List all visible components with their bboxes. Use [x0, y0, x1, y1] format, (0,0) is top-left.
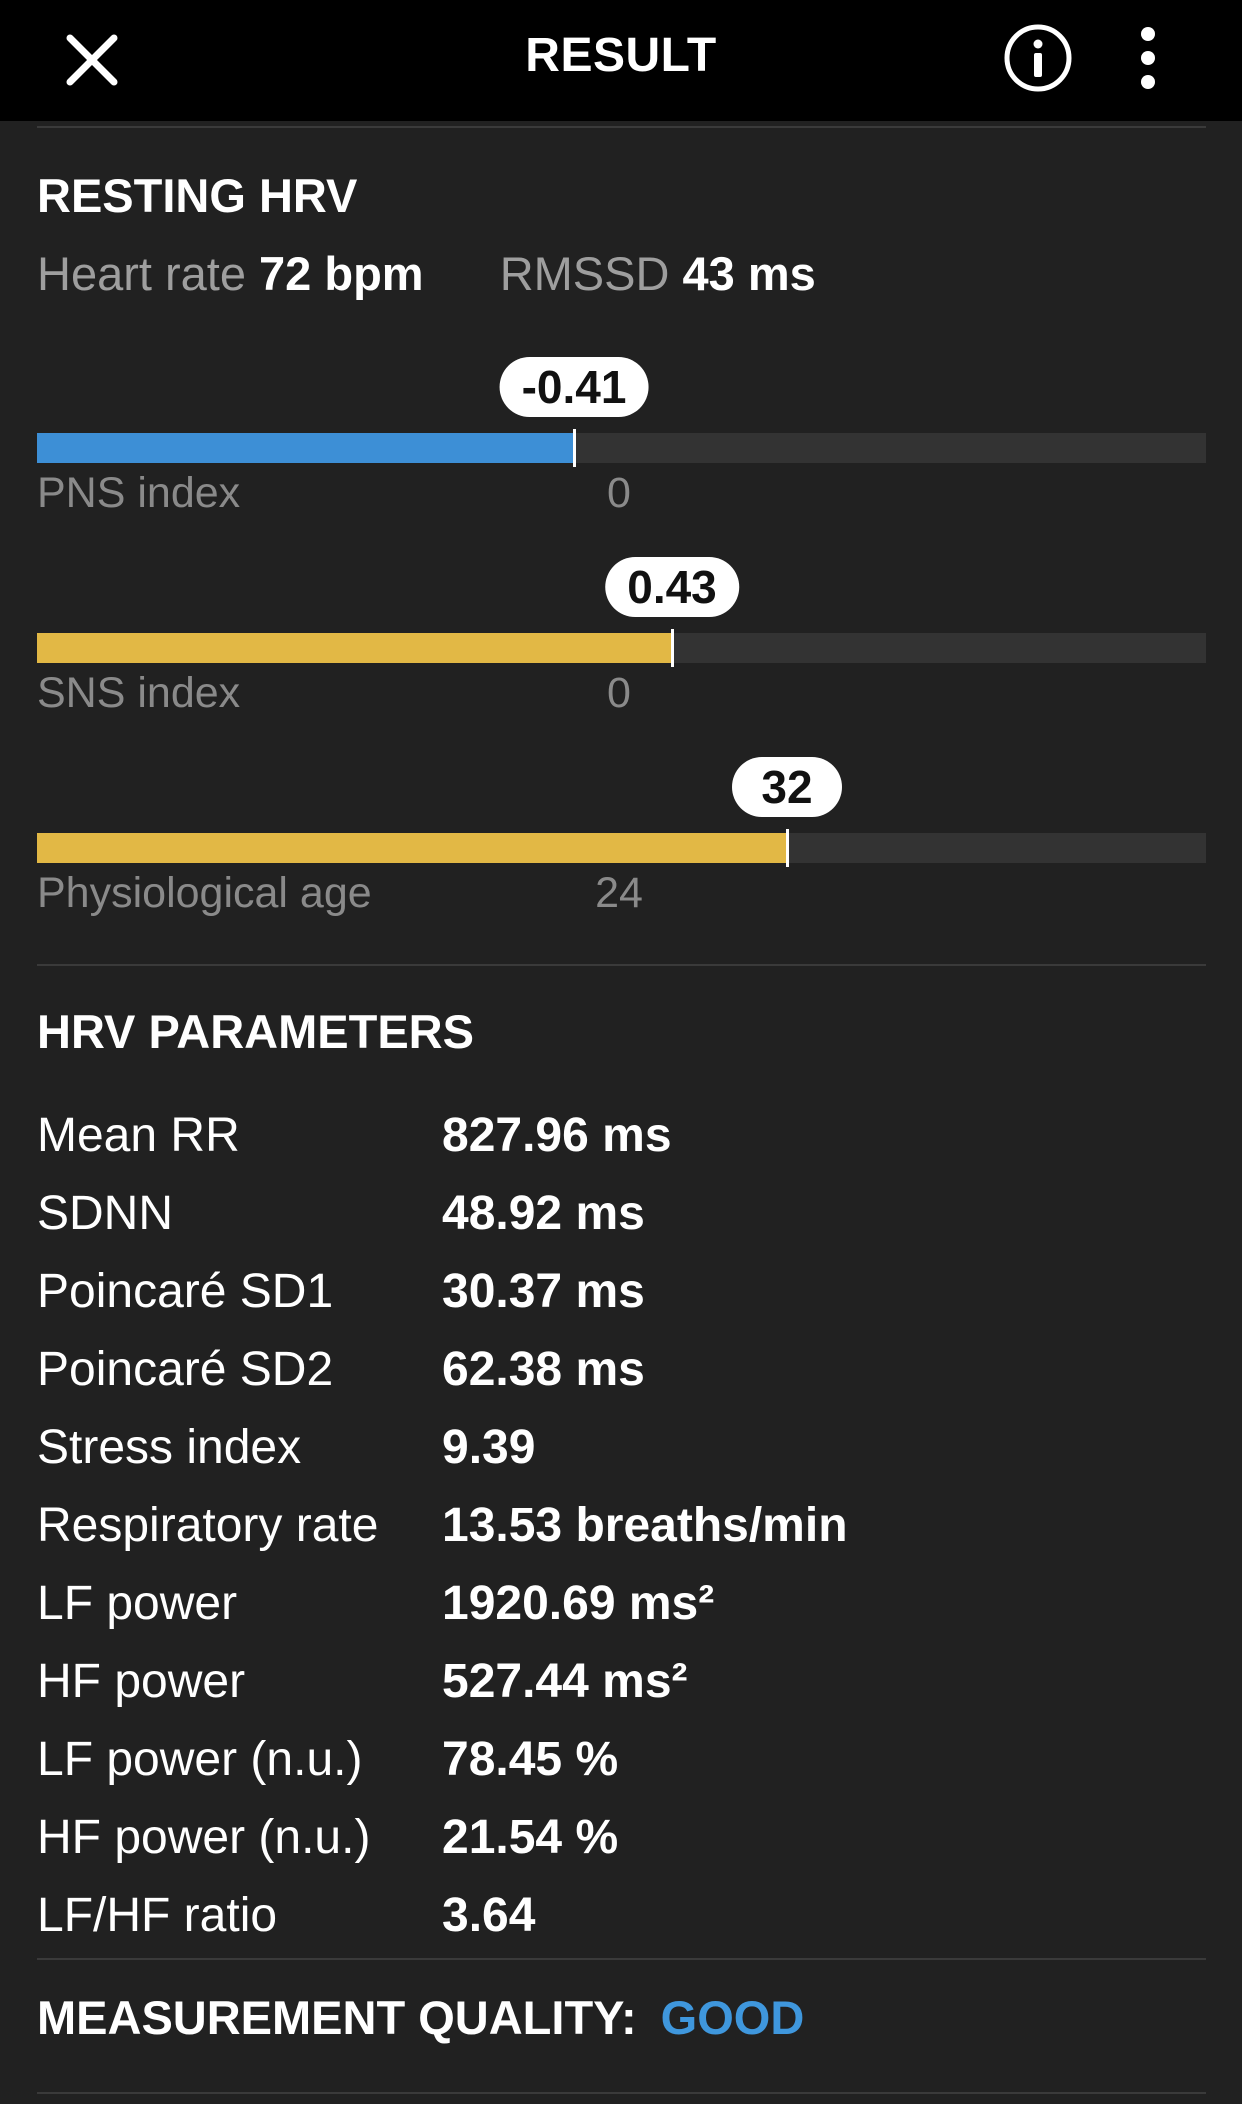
- param-value: 527.44 ms²: [442, 1654, 688, 1708]
- more-vert-icon: [1141, 27, 1155, 89]
- close-icon: [66, 34, 118, 86]
- gauge-label: Physiological age: [37, 869, 372, 917]
- info-button[interactable]: [998, 18, 1078, 98]
- heart-rate-label: Heart rate: [37, 247, 246, 300]
- measurement-quality: MEASUREMENT QUALITY: GOOD: [37, 1990, 804, 2045]
- app-bar: RESULT: [0, 0, 1242, 121]
- bottom-divider: [37, 2092, 1206, 2094]
- top-divider: [37, 126, 1206, 128]
- quality-label: MEASUREMENT QUALITY:: [37, 1991, 637, 2044]
- param-row: Stress index 9.39: [37, 1408, 848, 1486]
- param-row: SDNN 48.92 ms: [37, 1174, 848, 1252]
- section-divider: [37, 964, 1206, 966]
- resting-hrv-title: RESTING HRV: [37, 169, 358, 222]
- param-value: 13.53 breaths/min: [442, 1498, 848, 1552]
- section-divider: [37, 1958, 1206, 1960]
- param-row: Mean RR 827.96 ms: [37, 1096, 848, 1174]
- rmssd-value: 43 ms: [682, 247, 816, 300]
- param-name: Poincaré SD2: [37, 1342, 334, 1396]
- more-options-button[interactable]: [1108, 18, 1188, 98]
- param-value: 62.38 ms: [442, 1342, 645, 1396]
- gauge-value-bubble: 32: [732, 757, 842, 817]
- rmssd-label: RMSSD: [499, 247, 670, 300]
- param-name: LF power: [37, 1576, 238, 1630]
- param-name: LF/HF ratio: [37, 1888, 278, 1942]
- param-row: HF power 527.44 ms²: [37, 1642, 848, 1720]
- param-row: LF power (n.u.) 78.45 %: [37, 1720, 848, 1798]
- gauge-reference: 0: [607, 469, 631, 517]
- hrv-parameters-title: HRV PARAMETERS: [37, 1005, 474, 1058]
- gauge-marker: [573, 429, 576, 467]
- param-name: Poincaré SD1: [37, 1264, 334, 1318]
- param-row: Poincaré SD2 62.38 ms: [37, 1330, 848, 1408]
- param-value: 9.39: [442, 1420, 536, 1474]
- param-name: HF power: [37, 1654, 246, 1708]
- param-name: LF power (n.u.): [37, 1732, 363, 1786]
- gauge-marker: [786, 829, 789, 867]
- gauge-marker: [671, 629, 674, 667]
- gauge-fill: [37, 833, 787, 863]
- param-name: Stress index: [37, 1420, 302, 1474]
- param-row: LF/HF ratio 3.64: [37, 1876, 848, 1954]
- param-name: Respiratory rate: [37, 1498, 379, 1552]
- gauge-label: SNS index: [37, 669, 241, 717]
- param-value: 21.54 %: [442, 1810, 619, 1864]
- resting-summary: Heart rate 72 bpm RMSSD 43 ms: [37, 246, 816, 301]
- param-name: SDNN: [37, 1186, 174, 1240]
- param-name: HF power (n.u.): [37, 1810, 371, 1864]
- param-value: 1920.69 ms²: [442, 1576, 715, 1630]
- param-row: LF power 1920.69 ms²: [37, 1564, 848, 1642]
- close-button[interactable]: [52, 20, 132, 100]
- param-name: Mean RR: [37, 1108, 240, 1162]
- param-value: 78.45 %: [442, 1732, 619, 1786]
- gauge-reference: 0: [607, 669, 631, 717]
- param-row: Respiratory rate 13.53 breaths/min: [37, 1486, 848, 1564]
- gauge-fill: [37, 633, 672, 663]
- info-icon: [1004, 24, 1072, 92]
- gauge-value-bubble: 0.43: [605, 557, 739, 617]
- param-value: 48.92 ms: [442, 1186, 645, 1240]
- gauge-value-bubble: -0.41: [499, 357, 649, 417]
- gauge-reference: 24: [595, 869, 643, 917]
- heart-rate-value: 72 bpm: [259, 247, 424, 300]
- param-value: 3.64: [442, 1888, 536, 1942]
- param-value: 827.96 ms: [442, 1108, 672, 1162]
- param-row: Poincaré SD1 30.37 ms: [37, 1252, 848, 1330]
- hrv-parameters-list: Mean RR 827.96 ms SDNN 48.92 ms Poincaré…: [37, 1096, 848, 1954]
- param-row: HF power (n.u.) 21.54 %: [37, 1798, 848, 1876]
- param-value: 30.37 ms: [442, 1264, 645, 1318]
- quality-value: GOOD: [660, 1991, 805, 2044]
- gauge-label: PNS index: [37, 469, 241, 517]
- gauge-fill: [37, 433, 574, 463]
